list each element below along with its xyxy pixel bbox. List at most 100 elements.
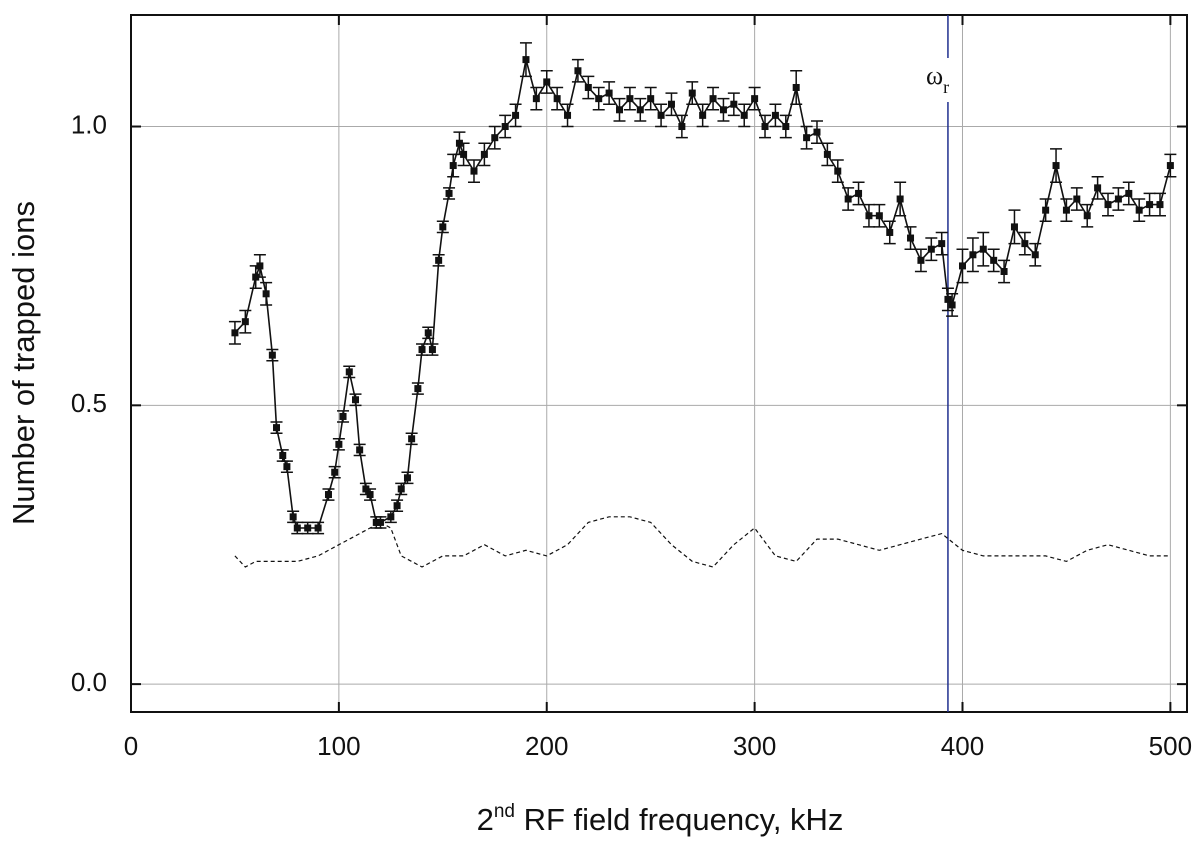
data-point <box>616 106 624 114</box>
data-point <box>345 368 353 376</box>
data-point <box>414 385 422 393</box>
data-point <box>331 468 339 476</box>
data-point <box>927 245 935 253</box>
x-axis-label: 2nd RF field frequency, kHz <box>477 801 844 837</box>
data-point <box>969 251 977 259</box>
data-point <box>352 396 360 404</box>
data-point <box>944 295 952 303</box>
data-point <box>792 83 800 91</box>
data-point <box>1000 267 1008 275</box>
data-point <box>283 463 291 471</box>
data-point <box>1042 206 1050 214</box>
data-point <box>418 346 426 354</box>
data-point <box>803 134 811 142</box>
data-point <box>532 95 540 103</box>
data-point <box>543 78 551 86</box>
data-point <box>626 95 634 103</box>
y-tick-label: 0.0 <box>71 667 107 697</box>
data-point <box>439 223 447 231</box>
reference-label-subscript: r <box>943 77 949 97</box>
data-point <box>584 83 592 91</box>
data-point <box>553 95 561 103</box>
y-axis-label: Number of trapped ions <box>6 201 41 525</box>
data-point <box>491 134 499 142</box>
data-point <box>1104 201 1112 209</box>
data-point <box>647 95 655 103</box>
series-line <box>234 516 1171 568</box>
data-point <box>834 167 842 175</box>
data-point <box>324 491 332 499</box>
data-point <box>256 262 264 270</box>
data-point <box>823 150 831 158</box>
data-point <box>813 128 821 136</box>
data-point <box>424 329 432 337</box>
data-point <box>376 518 384 526</box>
data-point <box>667 100 675 108</box>
data-point <box>304 524 312 532</box>
data-point <box>445 189 453 197</box>
data-point <box>428 346 436 354</box>
data-point <box>393 502 401 510</box>
data-point <box>1146 201 1154 209</box>
reference-label-bg <box>921 58 962 102</box>
x-tick-label: 500 <box>1149 731 1192 761</box>
x-tick-label: 100 <box>317 731 360 761</box>
data-point <box>1125 189 1133 197</box>
data-point <box>907 234 915 242</box>
data-point <box>574 67 582 75</box>
data-point <box>366 491 374 499</box>
data-point <box>595 95 603 103</box>
data-point <box>730 100 738 108</box>
data-point <box>948 301 956 309</box>
data-point <box>339 412 347 420</box>
data-point <box>657 111 665 119</box>
data-point <box>844 195 852 203</box>
data-point <box>231 329 239 337</box>
reference-label-symbol: ω <box>926 61 943 90</box>
data-point <box>372 518 380 526</box>
data-point <box>262 290 270 298</box>
reference-label: ωr <box>926 61 949 97</box>
data-point <box>1166 162 1174 170</box>
data-point <box>1052 162 1060 170</box>
data-point <box>460 150 468 158</box>
data-point <box>979 245 987 253</box>
data-point <box>314 524 322 532</box>
data-point <box>751 95 759 103</box>
data-point <box>719 106 727 114</box>
x-label-part: RF field frequency, kHz <box>515 802 843 837</box>
data-point <box>1062 206 1070 214</box>
data-point <box>408 435 416 443</box>
data-point <box>1083 212 1091 220</box>
data-point <box>387 513 395 521</box>
data-point <box>1156 201 1164 209</box>
data-point <box>699 111 707 119</box>
data-point <box>1021 240 1029 248</box>
data-point <box>455 139 463 147</box>
data-point <box>403 474 411 482</box>
data-point <box>435 256 443 264</box>
data-point <box>855 189 863 197</box>
data-point <box>1031 251 1039 259</box>
x-tick-label: 300 <box>733 731 776 761</box>
x-tick-label: 0 <box>124 731 138 761</box>
x-label-part: 2 <box>477 802 494 837</box>
data-point <box>356 446 364 454</box>
data-point <box>1010 223 1018 231</box>
data-point <box>761 123 769 131</box>
data-point <box>335 440 343 448</box>
y-tick-label: 1.0 <box>71 109 107 139</box>
y-tick-label: 0.5 <box>71 388 107 418</box>
data-point <box>397 485 405 493</box>
data-point <box>771 111 779 119</box>
data-point <box>688 89 696 97</box>
plot-frame <box>130 14 1188 713</box>
data-point <box>252 273 260 281</box>
data-point <box>241 318 249 326</box>
data-point <box>480 150 488 158</box>
data-point <box>470 167 478 175</box>
data-point <box>1094 184 1102 192</box>
data-point <box>501 123 509 131</box>
data-point <box>917 256 925 264</box>
